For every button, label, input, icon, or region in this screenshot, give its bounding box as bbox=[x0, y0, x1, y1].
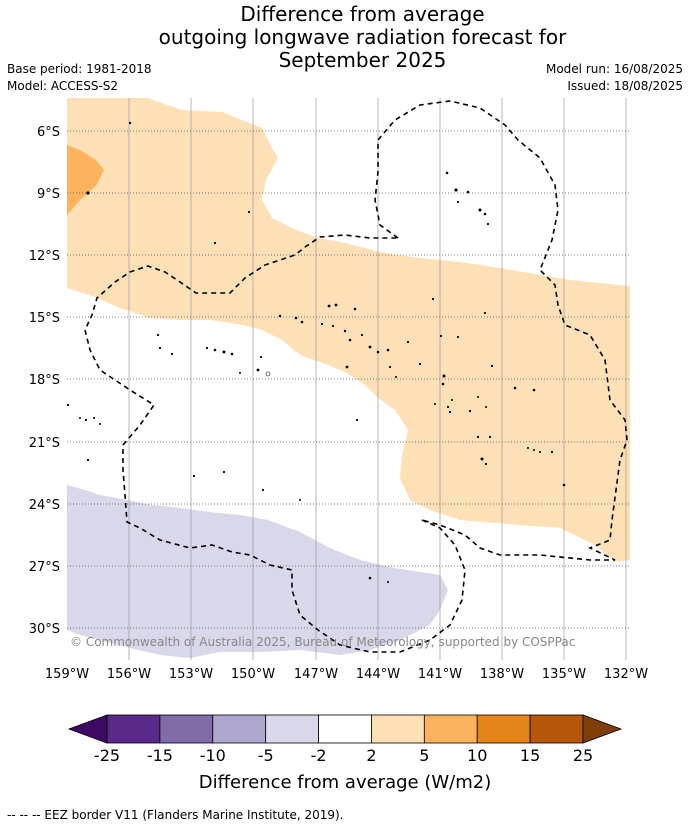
lat-label: 6°S bbox=[37, 125, 60, 140]
anomaly-region-positive bbox=[67, 98, 630, 562]
lat-label: 21°S bbox=[29, 436, 60, 451]
lat-label: 30°S bbox=[29, 622, 60, 637]
colorbar-segment bbox=[318, 714, 372, 744]
lon-label: 132°W bbox=[604, 667, 648, 682]
colorbar-arrow-min bbox=[67, 714, 108, 744]
lon-label: 156°W bbox=[107, 667, 151, 682]
colorbar-segment bbox=[423, 714, 478, 744]
eez-border bbox=[84, 100, 628, 653]
colorbar-segment bbox=[159, 714, 214, 744]
colorbar-segment bbox=[212, 714, 267, 744]
lat-label: 15°S bbox=[29, 311, 60, 326]
copyright-text: © Commonwealth of Australia 2025, Bureau… bbox=[70, 635, 575, 649]
lon-label: 138°W bbox=[480, 667, 524, 682]
colorbar-tick-label: -10 bbox=[200, 746, 226, 765]
colorbar-tick-label: -2 bbox=[311, 746, 327, 765]
title-line-3: September 2025 bbox=[278, 48, 447, 72]
colorbar-tick-label: -15 bbox=[147, 746, 173, 765]
model-run: Model run: 16/08/2025 bbox=[545, 62, 683, 76]
issued-date: Issued: 18/08/2025 bbox=[567, 79, 683, 93]
colorbar-tick-label: 2 bbox=[366, 746, 376, 765]
lat-label: 18°S bbox=[29, 373, 60, 388]
colorbar-tick-label: 25 bbox=[573, 746, 593, 765]
colorbar-tick-label: 10 bbox=[467, 746, 487, 765]
lon-label: 141°W bbox=[418, 667, 462, 682]
eez-legend: -- -- -- EEZ border V11 (Flanders Marine… bbox=[7, 808, 344, 822]
colorbar-segment bbox=[476, 714, 531, 744]
lon-label: 153°W bbox=[169, 667, 213, 682]
anomaly-region-strong-positive bbox=[67, 145, 104, 215]
title-line-1: Difference from average bbox=[240, 2, 485, 26]
map-area: © Commonwealth of Australia 2025, Bureau… bbox=[67, 98, 630, 660]
base-period: Base period: 1981-2018 bbox=[7, 62, 152, 76]
colorbar-tick-label: 15 bbox=[520, 746, 540, 765]
colorbar-segment bbox=[371, 714, 425, 744]
colorbar-segment bbox=[529, 714, 584, 744]
colorbar-ticks: -25 -15 -10 -5 -2 2 5 10 15 25 bbox=[94, 746, 593, 765]
lat-label: 12°S bbox=[29, 249, 60, 264]
lon-label: 147°W bbox=[294, 667, 338, 682]
islands bbox=[67, 121, 566, 583]
lat-label: 24°S bbox=[29, 498, 60, 513]
lat-label: 9°S bbox=[37, 187, 60, 202]
model-name: Model: ACCESS-S2 bbox=[7, 79, 119, 93]
lon-label: 144°W bbox=[356, 667, 400, 682]
colorbar-segment bbox=[265, 714, 319, 744]
lat-label: 27°S bbox=[29, 560, 60, 575]
anomaly-region-negative bbox=[67, 485, 448, 658]
title-line-2: outgoing longwave radiation forecast for bbox=[158, 25, 567, 49]
colorbar-arrow-max bbox=[582, 714, 623, 744]
colorbar-tick-label: -5 bbox=[258, 746, 274, 765]
colorbar-title: Difference from average (W/m2) bbox=[199, 772, 491, 793]
lon-label: 135°W bbox=[542, 667, 586, 682]
colorbar bbox=[67, 714, 623, 744]
colorbar-segment bbox=[106, 714, 161, 744]
lon-label: 159°W bbox=[45, 667, 89, 682]
colorbar-tick-label: 5 bbox=[419, 746, 429, 765]
colorbar-tick-label: -25 bbox=[94, 746, 120, 765]
map-figure: © Commonwealth of Australia 2025, Bureau… bbox=[29, 98, 648, 793]
longitude-labels: 159°W 156°W 153°W 150°W 147°W 144°W 141°… bbox=[45, 667, 648, 682]
latitude-labels: 6°S 9°S 12°S 15°S 18°S 21°S 24°S 27°S 30… bbox=[29, 125, 60, 637]
lon-label: 150°W bbox=[231, 667, 275, 682]
